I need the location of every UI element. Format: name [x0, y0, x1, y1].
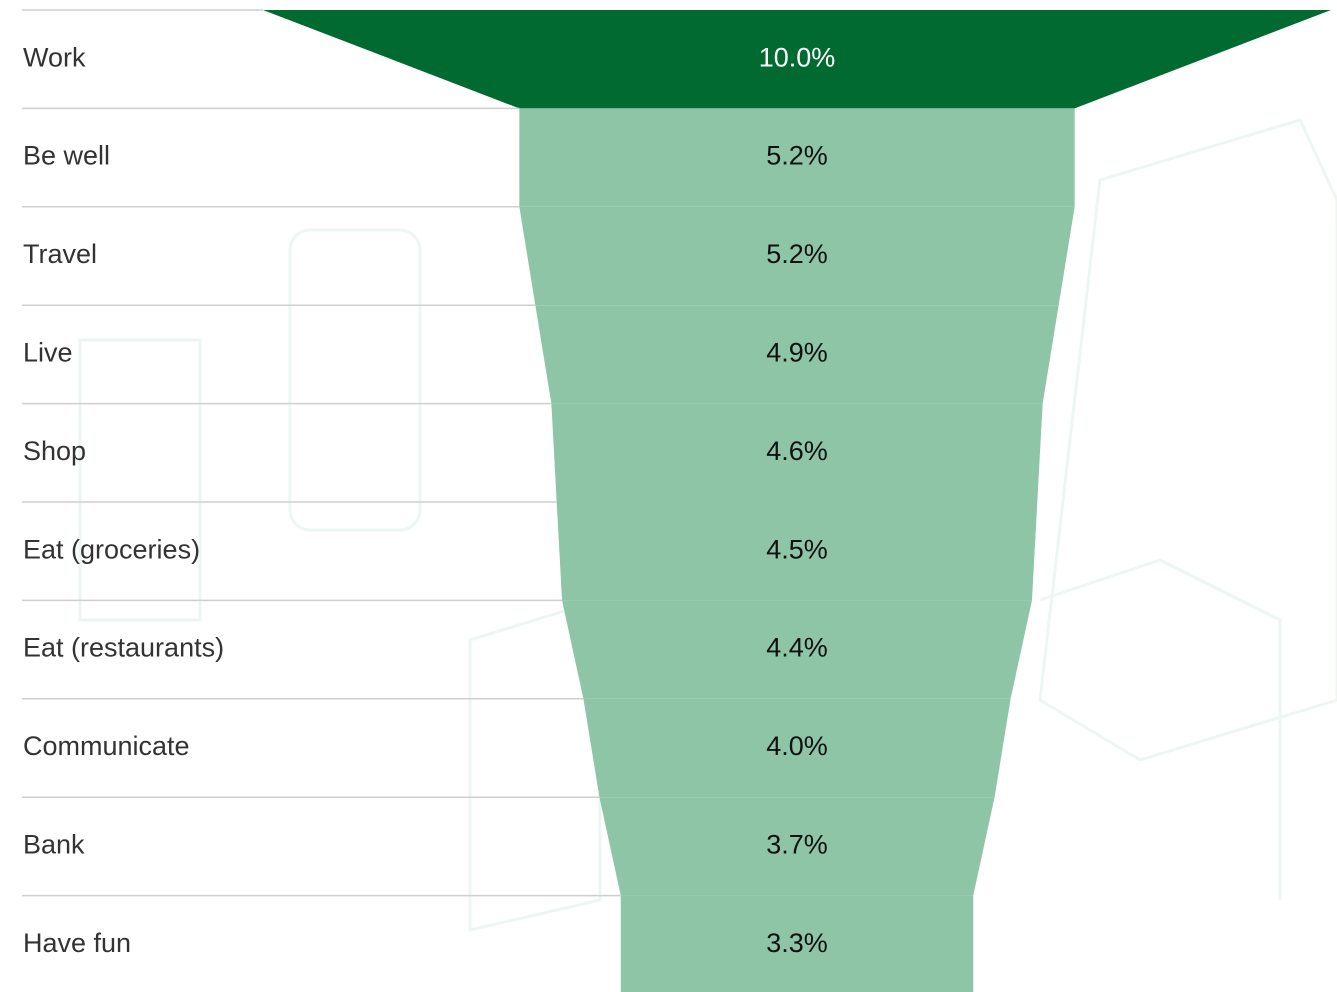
- funnel-segment: [556, 502, 1038, 601]
- value-label: 3.3%: [766, 928, 828, 958]
- category-label: Have fun: [23, 928, 131, 958]
- value-label: 5.2%: [766, 141, 828, 171]
- funnel-segment: [263, 10, 1331, 109]
- value-label: 4.5%: [766, 534, 828, 564]
- category-label: Eat (restaurants): [23, 633, 224, 663]
- funnel-segment: [519, 108, 1075, 207]
- funnel-segment: [562, 600, 1032, 699]
- value-label: 4.6%: [766, 436, 828, 466]
- category-label: Eat (groceries): [23, 534, 200, 564]
- funnel-segment: [583, 698, 1011, 798]
- funnel-segment: [551, 403, 1043, 502]
- value-label: 10.0%: [759, 42, 836, 72]
- category-label: Bank: [23, 830, 85, 860]
- category-label: Communicate: [23, 731, 190, 761]
- category-label: Shop: [23, 436, 86, 466]
- value-label: 4.0%: [766, 731, 828, 761]
- value-label: 4.9%: [766, 338, 828, 368]
- category-label: Be well: [23, 141, 110, 171]
- funnel-segment: [620, 895, 974, 992]
- category-label: Live: [23, 338, 73, 368]
- funnel-segment: [519, 206, 1075, 306]
- value-label: 3.7%: [766, 830, 828, 860]
- category-label: Work: [23, 42, 86, 72]
- value-label: 4.4%: [766, 633, 828, 663]
- funnel-segment: [535, 305, 1059, 404]
- category-label: Travel: [23, 239, 97, 269]
- value-label: 5.2%: [766, 239, 828, 269]
- funnel-segment: [599, 797, 995, 896]
